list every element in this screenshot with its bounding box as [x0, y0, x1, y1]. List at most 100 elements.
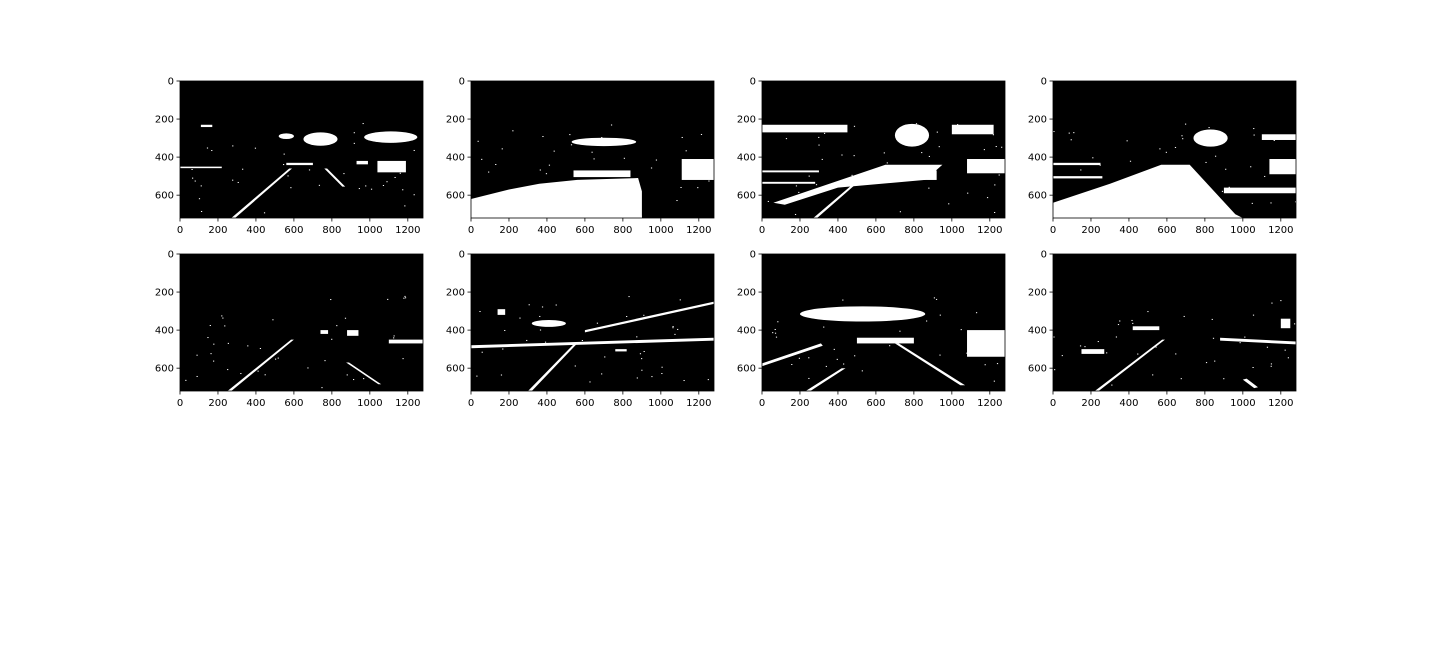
noise-speck	[274, 358, 277, 360]
white-region	[1269, 159, 1296, 175]
noise-speck	[272, 319, 274, 321]
noise-speck	[404, 295, 406, 297]
noise-speck	[601, 373, 603, 375]
noise-speck	[232, 179, 234, 181]
y-tick-label: 400	[737, 326, 756, 337]
noise-speck	[861, 338, 863, 340]
white-region	[486, 198, 536, 218]
noise-speck	[1001, 146, 1003, 148]
y-tick-label: 600	[155, 191, 174, 202]
noise-speck	[581, 340, 583, 342]
noise-speck	[861, 370, 863, 372]
noise-speck	[413, 149, 415, 151]
noise-speck	[680, 186, 682, 188]
y-tick-label: 400	[446, 326, 465, 337]
noise-speck	[321, 387, 323, 389]
noise-speck	[1278, 342, 1280, 344]
noise-speck	[343, 173, 345, 175]
noise-speck	[402, 358, 404, 360]
binary-image	[471, 254, 714, 391]
white-region	[303, 132, 338, 146]
noise-speck	[643, 351, 645, 353]
noise-speck	[318, 184, 321, 186]
noise-speck	[818, 136, 820, 138]
x-tick-label: 600	[866, 398, 885, 409]
x-tick-label: 0	[468, 225, 474, 236]
white-region	[320, 330, 329, 334]
noise-speck	[539, 315, 541, 317]
noise-speck	[677, 328, 679, 330]
noise-speck	[833, 348, 835, 350]
noise-speck	[544, 341, 547, 343]
white-region	[1261, 134, 1296, 140]
noise-speck	[1129, 160, 1132, 162]
y-tick-label: 200	[1028, 288, 1047, 299]
x-tick-label: 400	[1119, 398, 1138, 409]
noise-speck	[1054, 369, 1056, 371]
noise-speck	[264, 374, 266, 376]
noise-speck	[672, 326, 674, 328]
noise-speck	[841, 154, 843, 156]
x-tick-label: 600	[1157, 398, 1176, 409]
white-region	[1053, 176, 1103, 179]
noise-speck	[681, 136, 683, 138]
noise-speck	[198, 198, 201, 200]
x-tick-label: 0	[759, 398, 765, 409]
noise-speck	[672, 327, 674, 329]
white-region	[1280, 318, 1291, 329]
noise-speck	[277, 357, 279, 359]
noise-speck	[307, 367, 309, 369]
noise-speck	[853, 155, 855, 157]
noise-speck	[1182, 138, 1184, 140]
x-tick-label: 400	[1119, 225, 1138, 236]
noise-speck	[227, 369, 229, 371]
noise-speck	[232, 145, 234, 147]
x-tick-label: 800	[1195, 398, 1214, 409]
axes-frame	[761, 80, 1006, 219]
noise-speck	[851, 174, 853, 176]
noise-speck	[1159, 148, 1161, 150]
x-tick-label: 800	[904, 225, 923, 236]
noise-speck	[1240, 339, 1242, 341]
y-tick-label: 600	[1028, 364, 1047, 375]
x-tick-label: 0	[1050, 225, 1056, 236]
noise-speck	[1205, 161, 1207, 163]
noise-speck	[1184, 182, 1186, 184]
panel-r1-c2: 0 200 400 600 800 1000 1200 0 200 400 600	[446, 77, 715, 236]
white-region	[346, 362, 382, 385]
noise-speck	[679, 299, 681, 301]
panel-grid: 0 200 400 600 800 1000 1200 0 200 400 600 0 200 400 60…	[155, 77, 1297, 409]
image-features	[471, 124, 714, 218]
noise-speck	[392, 141, 394, 143]
panel-r2-c2: 0 200 400 600 800 1000 1200 0 200 400 600	[446, 250, 715, 409]
noise-speck	[247, 345, 249, 347]
noise-speck	[1111, 384, 1113, 386]
noise-speck	[791, 363, 793, 365]
white-region	[1193, 129, 1228, 147]
noise-speck	[1285, 341, 1287, 343]
white-region	[1223, 187, 1296, 194]
noise-speck	[636, 377, 638, 379]
noise-speck	[200, 185, 202, 187]
noise-speck	[1228, 186, 1230, 188]
noise-speck	[1253, 128, 1255, 130]
noise-speck	[983, 149, 985, 151]
noise-speck	[481, 351, 483, 353]
noise-speck	[661, 366, 663, 368]
noise-speck	[808, 377, 810, 379]
noise-speck	[1099, 164, 1101, 166]
noise-speck	[1070, 139, 1072, 141]
noise-speck	[570, 144, 573, 146]
y-tick-label: 400	[1028, 326, 1047, 337]
noise-speck	[370, 188, 373, 190]
noise-speck	[782, 202, 784, 204]
binary-image	[1053, 254, 1296, 391]
noise-speck	[1239, 342, 1241, 344]
noise-speck	[476, 375, 478, 377]
noise-speck	[505, 197, 508, 199]
noise-speck	[651, 376, 653, 378]
noise-speck	[362, 123, 364, 125]
noise-speck	[1184, 123, 1187, 125]
noise-speck	[939, 354, 941, 356]
noise-speck	[393, 337, 395, 339]
